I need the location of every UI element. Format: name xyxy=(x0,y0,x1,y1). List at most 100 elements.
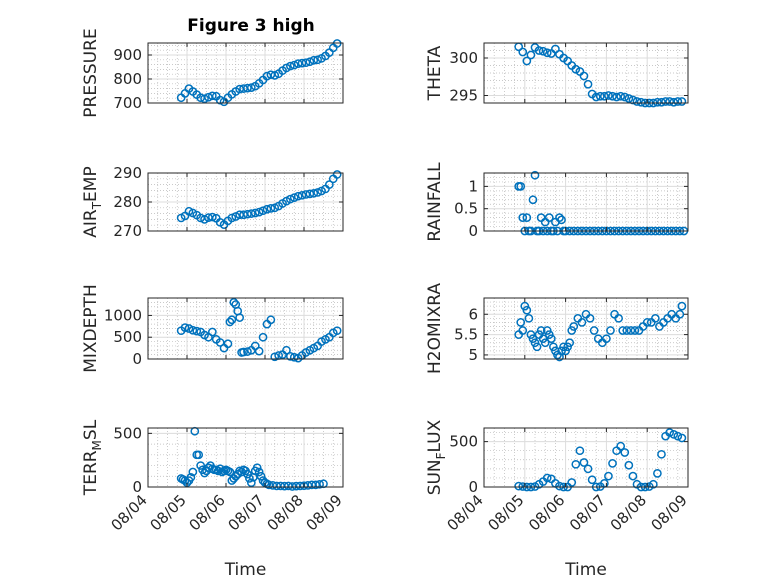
data-point xyxy=(653,97,662,107)
axes-box xyxy=(147,297,344,360)
data-point xyxy=(254,467,264,477)
data-point xyxy=(657,97,666,107)
data-point xyxy=(301,58,311,68)
data-point xyxy=(608,459,617,468)
data-point xyxy=(188,325,198,335)
data-point xyxy=(252,463,262,473)
data-point xyxy=(624,94,634,103)
data-point xyxy=(266,204,276,213)
data-point xyxy=(186,472,196,482)
data-point xyxy=(227,213,237,223)
axes-box xyxy=(483,172,689,232)
data-point xyxy=(522,56,532,66)
y-tick-label: 6 xyxy=(468,305,478,323)
data-point xyxy=(313,188,322,197)
data-point xyxy=(557,346,566,356)
y-tick-label: 1000 xyxy=(104,306,142,324)
data-point xyxy=(305,189,315,199)
data-point xyxy=(518,213,528,222)
subplot-1: 700 800 900 PRESSURE xyxy=(81,28,344,118)
data-point xyxy=(555,213,564,222)
data-point xyxy=(675,309,685,319)
data-point xyxy=(575,446,585,456)
data-point xyxy=(518,47,528,57)
x-tick-label: 08/07 xyxy=(566,491,609,534)
data-point xyxy=(208,91,217,101)
data-point xyxy=(245,474,254,483)
x-tick-label: 08/05 xyxy=(484,491,527,534)
data-point xyxy=(315,479,324,489)
data-point xyxy=(309,55,319,65)
figure-title: Figure 3 high xyxy=(187,16,315,36)
data-point xyxy=(305,57,315,67)
data-point xyxy=(677,97,687,106)
y-tick-label: 0 xyxy=(468,478,478,496)
data-point xyxy=(542,326,552,335)
data-point xyxy=(616,91,626,101)
data-point xyxy=(620,448,630,457)
data-point xyxy=(577,318,587,327)
data-point xyxy=(549,342,558,352)
data-point xyxy=(614,313,623,323)
data-point xyxy=(516,318,526,327)
data-point xyxy=(583,79,593,89)
data-point xyxy=(616,441,626,451)
data-point xyxy=(532,342,542,352)
data-point xyxy=(677,301,687,311)
data-point xyxy=(293,191,303,201)
data-point xyxy=(583,464,593,474)
data-point xyxy=(192,326,202,336)
x-tick-label: 08/05 xyxy=(147,491,190,534)
y-tick-label: 280 xyxy=(113,193,142,211)
data-point xyxy=(530,338,540,348)
data-point xyxy=(514,481,524,491)
data-point xyxy=(208,327,217,337)
data-point xyxy=(297,58,307,68)
data-point xyxy=(526,330,536,339)
data-point xyxy=(258,206,268,216)
y-tick-label: 0 xyxy=(132,478,142,496)
data-point xyxy=(262,204,272,214)
data-point xyxy=(528,195,538,205)
axes-box xyxy=(483,297,689,360)
y-tick-label: 1 xyxy=(468,177,478,195)
data-point xyxy=(653,469,662,478)
data-point xyxy=(657,449,666,459)
y-tick-label: 800 xyxy=(113,70,142,88)
data-point xyxy=(540,338,550,348)
data-point xyxy=(579,458,589,467)
data-point xyxy=(673,431,683,441)
data-point xyxy=(522,213,532,222)
data-point xyxy=(526,50,536,60)
data-point xyxy=(227,315,237,325)
data-point xyxy=(235,313,244,322)
data-point xyxy=(520,301,530,311)
data-point xyxy=(587,475,597,485)
data-point xyxy=(243,347,252,356)
data-point xyxy=(567,326,577,335)
data-point xyxy=(600,91,609,101)
data-point xyxy=(565,338,575,348)
data-point xyxy=(557,215,566,225)
y-axis-label: MIXDEPTH xyxy=(81,284,101,373)
x-tick-label: 08/08 xyxy=(607,491,650,534)
data-point xyxy=(648,479,658,489)
y-tick-label: 700 xyxy=(113,94,142,112)
data-point xyxy=(561,346,570,356)
y-axis-label: THETA xyxy=(425,45,445,101)
data-point xyxy=(270,352,280,362)
data-point xyxy=(309,188,319,198)
data-point xyxy=(196,461,205,470)
data-point xyxy=(239,210,248,220)
data-point xyxy=(534,46,544,55)
data-point xyxy=(579,71,589,81)
data-point xyxy=(243,83,252,93)
data-point xyxy=(551,346,560,356)
data-point xyxy=(258,332,268,342)
data-point xyxy=(286,194,295,204)
data-point xyxy=(608,91,617,101)
data-point xyxy=(544,330,554,339)
data-point xyxy=(604,91,613,100)
